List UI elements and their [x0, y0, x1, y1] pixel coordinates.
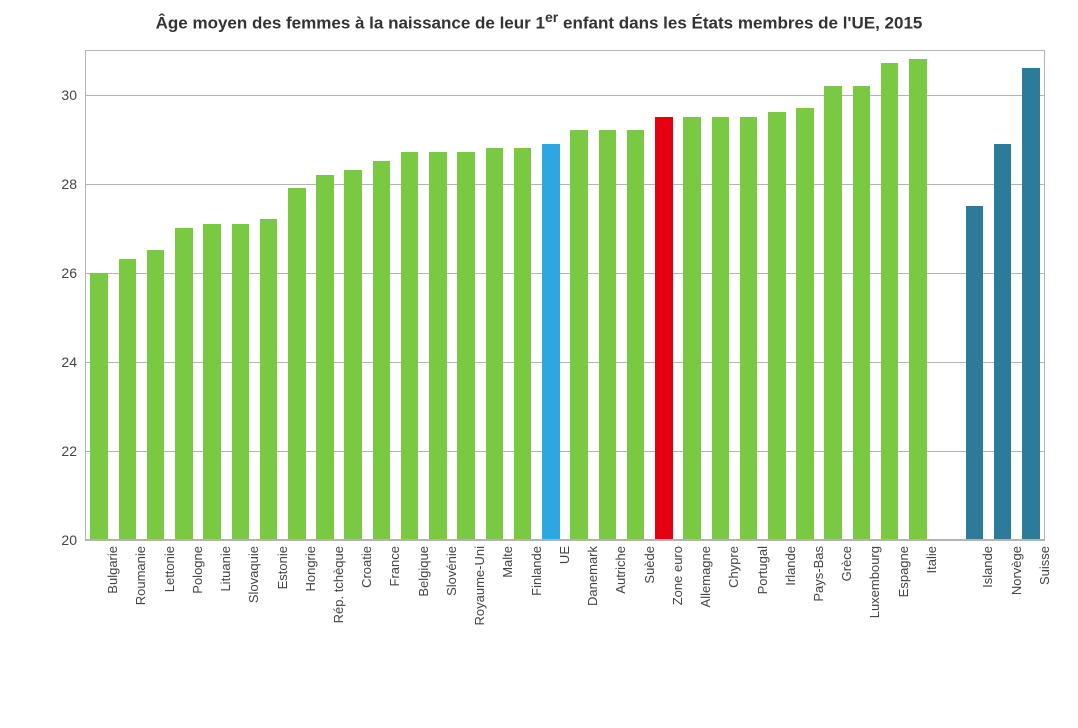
y-tick-label: 20 [37, 532, 77, 548]
x-tick-label: Hongrie [303, 546, 318, 592]
x-tick-label: Roumanie [133, 546, 148, 605]
bar [344, 170, 362, 540]
x-tick-label: Royaume-Uni [472, 546, 487, 625]
bar [232, 224, 250, 540]
x-tick-label: Slovaquie [246, 546, 261, 603]
x-tick-label: Chypre [726, 546, 741, 588]
x-tick-label: Danemark [585, 546, 600, 606]
bar [824, 86, 842, 540]
title-super: er [545, 10, 558, 26]
y-axis-labels: 202224262830 [37, 50, 77, 540]
x-tick-label: Malte [500, 546, 515, 578]
bar [627, 130, 645, 540]
x-tick-label: Irlande [783, 546, 798, 586]
x-tick-label: Rép. tchèque [331, 546, 346, 623]
bar [542, 144, 560, 540]
bar [90, 273, 108, 540]
bar [175, 228, 193, 540]
bar [288, 188, 306, 540]
title-prefix: Âge moyen des femmes à la naissance de l… [156, 14, 545, 33]
bar [514, 148, 532, 540]
bar [570, 130, 588, 540]
x-tick-label: Zone euro [670, 546, 685, 605]
bar [966, 206, 984, 540]
x-tick-label: Slovénie [444, 546, 459, 596]
x-tick-label: Autriche [613, 546, 628, 594]
bar [1022, 68, 1040, 540]
x-tick-label: Pays-Bas [811, 546, 826, 602]
title-suffix: enfant dans les États membres de l'UE, 2… [558, 14, 922, 33]
bar [712, 117, 730, 540]
bar [740, 117, 758, 540]
bar [119, 259, 137, 540]
bar [683, 117, 701, 540]
x-tick-label: Grèce [839, 546, 854, 581]
x-tick-label: Lettonie [162, 546, 177, 592]
bar [457, 152, 475, 540]
y-tick-label: 30 [37, 87, 77, 103]
x-tick-label: Bulgarie [105, 546, 120, 594]
bar [373, 161, 391, 540]
x-tick-label: Croatie [359, 546, 374, 588]
bars-layer [85, 50, 1045, 540]
bar [994, 144, 1012, 540]
gridline [85, 540, 1045, 541]
bar [796, 108, 814, 540]
bar [401, 152, 419, 540]
y-tick-label: 22 [37, 443, 77, 459]
chart-container: Âge moyen des femmes à la naissance de l… [0, 0, 1078, 728]
x-tick-label: Lituanie [218, 546, 233, 592]
chart-title: Âge moyen des femmes à la naissance de l… [0, 10, 1078, 34]
bar [909, 59, 927, 540]
bar [768, 112, 786, 540]
bar [203, 224, 221, 540]
bar [429, 152, 447, 540]
bar [260, 219, 278, 540]
y-tick-label: 28 [37, 176, 77, 192]
x-tick-label: Espagne [896, 546, 911, 597]
x-tick-label: Norvège [1009, 546, 1024, 595]
x-tick-label: Italie [924, 546, 939, 573]
bar [881, 63, 899, 540]
x-tick-label: France [387, 546, 402, 586]
bar [486, 148, 504, 540]
bar [853, 86, 871, 540]
x-tick-label: Pologne [190, 546, 205, 594]
x-tick-label: Islande [980, 546, 995, 588]
x-tick-label: Allemagne [698, 546, 713, 607]
bar [599, 130, 617, 540]
y-tick-label: 24 [37, 354, 77, 370]
x-tick-label: Portugal [755, 546, 770, 594]
x-tick-label: Estonie [275, 546, 290, 589]
bar [147, 250, 165, 540]
bar [655, 117, 673, 540]
y-tick-label: 26 [37, 265, 77, 281]
x-tick-label: Suisse [1037, 546, 1052, 585]
x-tick-label: Suède [642, 546, 657, 584]
x-tick-label: UE [557, 546, 572, 564]
x-tick-label: Luxembourg [867, 546, 882, 618]
x-tick-label: Finlande [529, 546, 544, 596]
x-tick-label: Belgique [416, 546, 431, 597]
plot-area: 202224262830 BulgarieRoumanieLettoniePol… [85, 50, 1045, 540]
bar [316, 175, 334, 540]
